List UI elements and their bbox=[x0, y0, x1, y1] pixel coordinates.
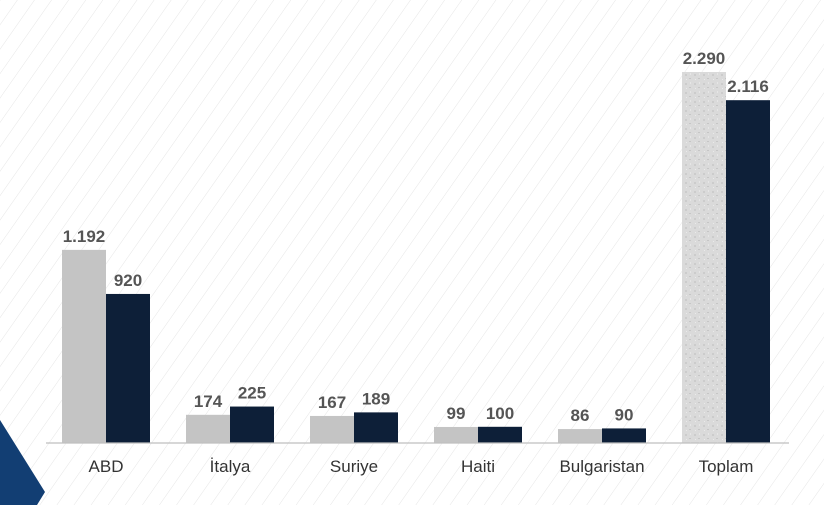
data-label: 189 bbox=[362, 389, 390, 408]
x-tick-label: Toplam bbox=[699, 457, 754, 476]
data-label: 1.192 bbox=[63, 227, 106, 246]
x-tick-label: Haiti bbox=[461, 457, 495, 476]
corner-accent-shape bbox=[0, 420, 45, 505]
data-label: 920 bbox=[114, 271, 142, 290]
x-tick-label: Suriye bbox=[330, 457, 378, 476]
bar-suriye-series-1 bbox=[310, 415, 354, 443]
data-label: 225 bbox=[238, 384, 266, 403]
data-label: 167 bbox=[318, 393, 346, 412]
bar-bulgaristan-series-2 bbox=[602, 428, 646, 443]
bar-i-talya-series-2 bbox=[230, 406, 274, 443]
data-label: 2.116 bbox=[727, 77, 769, 96]
data-label: 86 bbox=[571, 406, 590, 425]
bar-bulgaristan-series-1 bbox=[558, 429, 602, 443]
bar-haiti-series-1 bbox=[434, 426, 478, 443]
bar-suriye-series-2 bbox=[354, 412, 398, 443]
bar-abd-series-2 bbox=[106, 293, 150, 443]
x-tick-label: Bulgaristan bbox=[559, 457, 644, 476]
bar-toplam-series-2 bbox=[726, 100, 770, 444]
bar-i-talya-series-1 bbox=[186, 414, 230, 443]
data-label: 174 bbox=[194, 392, 223, 411]
data-label: 90 bbox=[615, 405, 634, 424]
bar-toplam-series-1 bbox=[682, 72, 726, 443]
data-label: 2.290 bbox=[683, 49, 726, 68]
x-tick-label: İtalya bbox=[210, 457, 251, 476]
bar-abd-series-1 bbox=[62, 249, 106, 443]
bar-haiti-series-2 bbox=[478, 426, 522, 443]
data-label: 99 bbox=[447, 404, 466, 423]
data-label: 100 bbox=[486, 404, 514, 423]
x-tick-label: ABD bbox=[89, 457, 124, 476]
